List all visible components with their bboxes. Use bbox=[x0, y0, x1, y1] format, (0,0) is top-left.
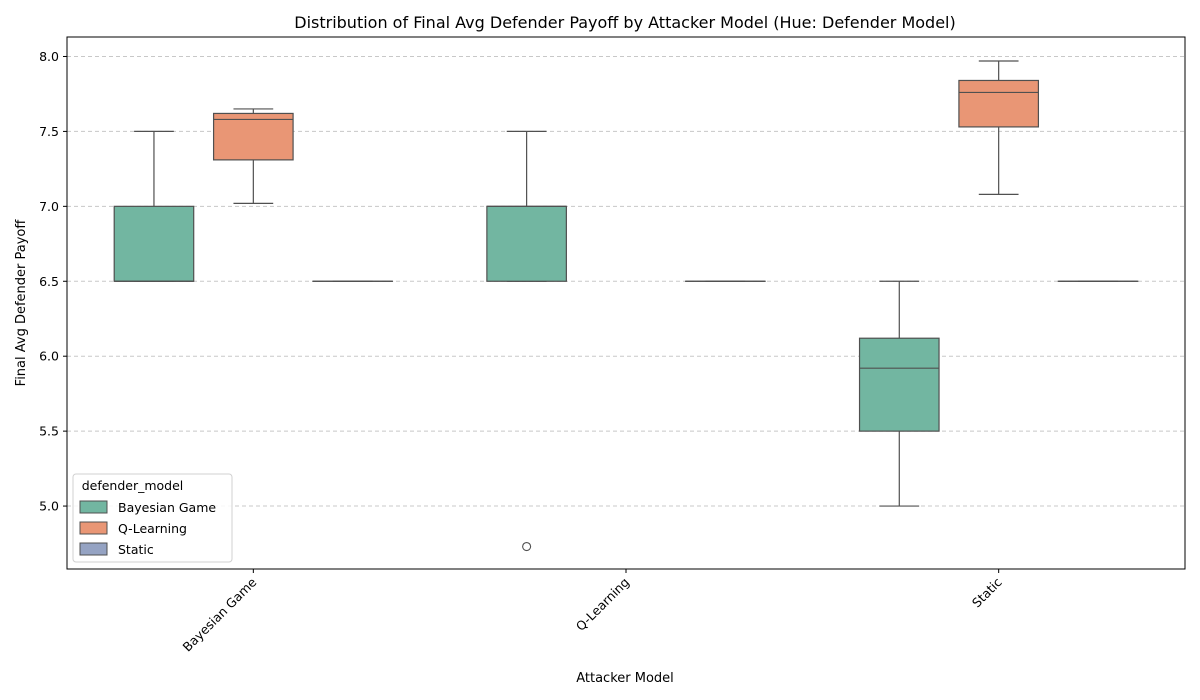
box-bayesian-game bbox=[486, 130, 567, 552]
box-bayesian-game bbox=[858, 280, 940, 507]
y-tick-label: 6.5 bbox=[39, 274, 59, 289]
y-tick-label: 7.0 bbox=[39, 199, 59, 214]
y-tick-label: 5.0 bbox=[39, 499, 59, 514]
x-axis-label: Attacker Model bbox=[576, 671, 674, 686]
y-axis: 5.0 5.5 6.0 6.5 7.0 7.5 8.0 bbox=[39, 49, 67, 514]
box-iqr bbox=[858, 337, 940, 432]
box-iqr bbox=[113, 205, 195, 282]
legend-swatch bbox=[79, 500, 108, 514]
y-tick-label: 5.5 bbox=[39, 424, 59, 439]
legend-swatch bbox=[79, 542, 108, 556]
y-tick-label: 7.5 bbox=[39, 124, 59, 139]
y-tick-label: 6.0 bbox=[39, 349, 59, 364]
chart-title: Distribution of Final Avg Defender Payof… bbox=[294, 13, 955, 32]
y-tick-label: 8.0 bbox=[39, 49, 59, 64]
box-q-learning bbox=[212, 108, 294, 204]
x-tick-label: Static bbox=[969, 574, 1005, 610]
x-tick-label: Q-Learning bbox=[573, 575, 632, 634]
box-iqr bbox=[486, 205, 567, 282]
box-iqr bbox=[212, 112, 294, 161]
legend-swatch bbox=[79, 521, 108, 535]
legend-frame bbox=[72, 473, 233, 563]
legend-label: Q-Learning bbox=[118, 521, 187, 536]
outlier-point bbox=[522, 541, 532, 552]
x-axis: Bayesian Game Q-Learning Static bbox=[179, 569, 1005, 654]
box-bayesian-game bbox=[113, 130, 195, 282]
x-tick-label: Bayesian Game bbox=[179, 574, 259, 654]
box-q-learning bbox=[958, 60, 1040, 195]
legend: defender_model Bayesian Game Q-Learning Sta… bbox=[72, 473, 233, 563]
y-axis-label: Final Avg Defender Payoff bbox=[14, 219, 29, 387]
legend-title: defender_model bbox=[82, 478, 184, 493]
legend-label: Static bbox=[118, 542, 154, 557]
legend-label: Bayesian Game bbox=[118, 500, 216, 515]
box-iqr bbox=[958, 79, 1040, 128]
boxes bbox=[113, 60, 1139, 552]
